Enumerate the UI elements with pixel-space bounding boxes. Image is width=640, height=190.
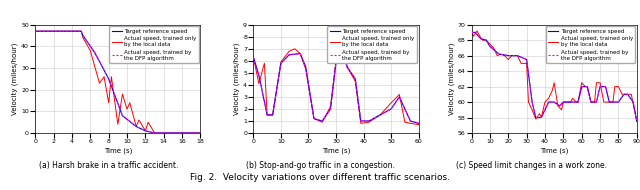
Text: Fig. 2.  Velocity variations over different traffic scenarios.: Fig. 2. Velocity variations over differe…	[190, 173, 450, 182]
X-axis label: Time (s): Time (s)	[322, 147, 350, 154]
Y-axis label: Velocity (miles/hour): Velocity (miles/hour)	[12, 43, 19, 115]
Text: (a) Harsh brake in a traffic accident.: (a) Harsh brake in a traffic accident.	[39, 161, 179, 169]
Text: (c) Speed limit changes in a work zone.: (c) Speed limit changes in a work zone.	[456, 161, 607, 169]
X-axis label: Time (s): Time (s)	[540, 147, 568, 154]
X-axis label: Time (s): Time (s)	[104, 147, 132, 154]
Legend: Target reference speed, Actual speed, trained only
by the local data, Actual spe: Target reference speed, Actual speed, tr…	[109, 26, 199, 63]
Legend: Target reference speed, Actual speed, trained only
by the local data, Actual spe: Target reference speed, Actual speed, tr…	[328, 26, 417, 63]
Legend: Target reference speed, Actual speed, trained only
by the local data, Actual spe: Target reference speed, Actual speed, tr…	[546, 26, 635, 63]
Y-axis label: Velocity (miles/hour): Velocity (miles/hour)	[234, 43, 241, 115]
Y-axis label: Velocity (miles/hour): Velocity (miles/hour)	[448, 43, 454, 115]
Text: (b) Stop-and-go traffic in a congestion.: (b) Stop-and-go traffic in a congestion.	[246, 161, 394, 169]
